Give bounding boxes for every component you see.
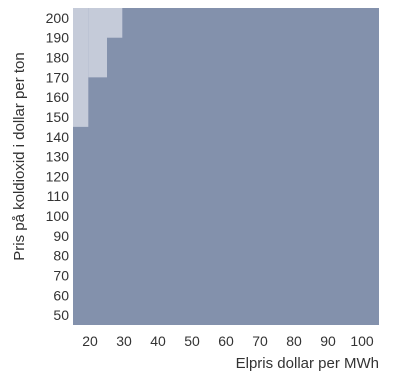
y-tick-label: 160 (46, 89, 70, 105)
x-tick-label: 50 (184, 333, 200, 349)
y-tick-label: 170 (46, 69, 70, 85)
x-tick-label: 80 (286, 333, 302, 349)
y-tick-label: 70 (53, 267, 69, 283)
x-tick-label: 90 (320, 333, 336, 349)
y-tick-label: 50 (53, 307, 69, 323)
x-tick-label: 70 (252, 333, 268, 349)
y-tick-label: 60 (53, 287, 69, 303)
plot-area-dark-region (73, 8, 379, 325)
x-tick-label: 30 (116, 333, 132, 349)
x-tick-label: 40 (150, 333, 166, 349)
y-tick-label: 180 (46, 50, 70, 66)
y-tick-label: 190 (46, 30, 70, 46)
y-tick-label: 110 (47, 188, 70, 204)
x-tick-label: 60 (218, 333, 234, 349)
x-axis-title: Elpris dollar per MWh (236, 355, 379, 372)
light-region-step-1 (88, 8, 107, 78)
y-tick-label: 200 (46, 10, 70, 26)
y-tick-label: 130 (46, 149, 70, 165)
y-axis-ticks: 200 190 180 170 160 150 140 130 120 110 100 90 80 70 6… (46, 10, 70, 323)
y-tick-label: 100 (46, 208, 70, 224)
light-region-step-2 (107, 8, 123, 38)
y-tick-label: 150 (46, 109, 70, 125)
y-tick-label: 120 (46, 168, 70, 184)
light-region-step-0 (73, 8, 89, 127)
y-tick-label: 90 (53, 228, 69, 244)
x-axis-ticks: 20 30 40 50 60 70 80 90 100 (82, 333, 374, 349)
x-tick-label: 20 (82, 333, 98, 349)
x-tick-label: 100 (350, 333, 374, 349)
y-tick-label: 80 (53, 248, 69, 264)
light-region (73, 8, 123, 127)
y-axis-title: Pris på koldioxid i dollar per ton (11, 52, 28, 260)
y-tick-label: 140 (46, 129, 70, 145)
